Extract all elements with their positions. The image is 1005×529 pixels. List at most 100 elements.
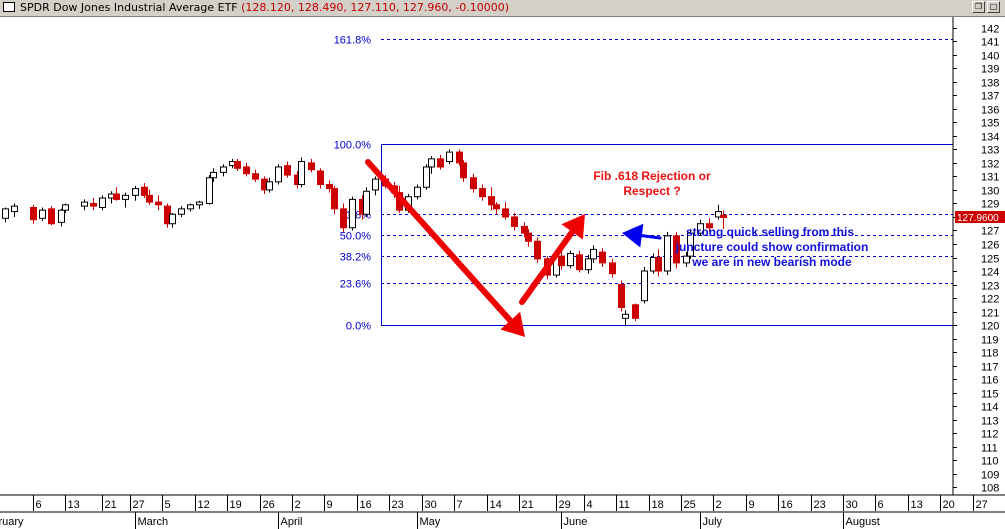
x-tick-label: 5 — [165, 499, 171, 511]
y-tick-label: 127 — [981, 226, 999, 238]
candle-body — [266, 181, 273, 191]
y-tick-label: 126 — [981, 240, 999, 252]
candle-body — [479, 188, 486, 198]
x-tick-label: 21 — [522, 499, 534, 511]
fib-label: 0.0% — [346, 321, 371, 333]
x-tick-label: 26 — [263, 499, 275, 511]
candle-body — [488, 196, 495, 206]
candle-body — [196, 201, 203, 206]
candle-body — [437, 158, 444, 168]
y-tick-label: 138 — [981, 78, 999, 90]
candle-body — [132, 188, 139, 196]
candle-body — [206, 177, 213, 204]
candle-body — [243, 166, 250, 175]
candle-body — [317, 170, 324, 186]
candle-body — [62, 204, 69, 211]
x-tick-label: 20 — [943, 499, 955, 511]
x-tick-label: 18 — [652, 499, 664, 511]
y-tick-label: 118 — [981, 348, 999, 360]
candle-body — [58, 209, 65, 223]
x-tick-label: 2 — [716, 499, 722, 511]
candle-body — [720, 214, 727, 218]
fib-label: 100.0% — [334, 140, 372, 152]
x-tick-label: 6 — [36, 499, 42, 511]
y-tick-label: 131 — [981, 172, 999, 184]
price-chart[interactable]: 161.8%100.0%61.8%50.0%38.2%23.6%0.0% 108… — [0, 17, 1005, 529]
x-tick-label: 7 — [457, 499, 463, 511]
month-label: July — [703, 516, 723, 528]
x-tick-label: 29 — [559, 499, 571, 511]
candle-body — [90, 202, 97, 207]
fib-label: 161.8% — [334, 35, 372, 47]
candle-body — [511, 216, 518, 227]
y-tick-label: 112 — [981, 429, 999, 441]
candle-body — [493, 204, 500, 210]
x-tick-label: 21 — [105, 499, 117, 511]
candle-body — [349, 198, 356, 229]
y-tick-label: 139 — [981, 64, 999, 76]
x-tick-label: 12 — [198, 499, 210, 511]
candle-body — [683, 255, 690, 264]
y-tick-label: 108 — [981, 483, 999, 495]
restore-button[interactable]: ❐ — [972, 1, 985, 13]
candle-body — [590, 248, 597, 260]
x-tick-label: 23 — [392, 499, 404, 511]
x-tick-label: 16 — [781, 499, 793, 511]
candle-body — [99, 197, 106, 208]
candle-body — [275, 166, 282, 183]
candle-body — [210, 171, 217, 179]
candle-body — [576, 254, 583, 271]
annotation-text: Fib .618 Rejection or — [593, 169, 711, 183]
y-tick-label: 123 — [981, 281, 999, 293]
last-price-label: 127.9600 — [957, 213, 999, 224]
blue-left-arrow-shaft — [640, 234, 662, 240]
red-up-arrow-head — [561, 214, 585, 240]
candle-body — [372, 178, 379, 191]
x-tick-label: 19 — [230, 499, 242, 511]
y-tick-label: 134 — [981, 132, 999, 144]
y-tick-label: 141 — [981, 37, 999, 49]
candle-body — [655, 257, 662, 272]
x-tick-label: 13 — [911, 499, 923, 511]
candle-body — [169, 213, 176, 225]
window-title: SPDR Dow Jones Industrial Average ETF (1… — [20, 1, 509, 14]
candle-body — [664, 235, 671, 272]
candle-body — [220, 166, 227, 173]
maximize-button[interactable]: □ — [987, 1, 1000, 13]
x-tick-label: 23 — [814, 499, 826, 511]
candle-body — [122, 194, 129, 200]
candle-body — [456, 151, 463, 164]
y-tick-label: 111 — [981, 443, 998, 455]
month-label: June — [564, 516, 588, 528]
candle-body — [632, 304, 639, 319]
annotation-text: Respect ? — [623, 184, 680, 198]
x-tick-label: 11 — [619, 499, 630, 511]
candle-body — [558, 255, 565, 267]
y-tick-label: 109 — [981, 470, 999, 482]
candle-body — [178, 208, 185, 215]
candle-body — [697, 223, 704, 234]
x-tick-label: 30 — [425, 499, 437, 511]
candle-body — [326, 184, 333, 190]
candle-body — [525, 232, 532, 242]
x-tick-label: 16 — [360, 499, 372, 511]
x-tick-label: 9 — [327, 499, 333, 511]
window-title-name: SPDR Dow Jones Industrial Average ETF — [20, 1, 238, 14]
candle-body — [599, 251, 606, 264]
title-bar: SPDR Dow Jones Industrial Average ETF (1… — [0, 0, 1005, 17]
candle-body — [187, 204, 194, 210]
candle-body — [30, 206, 37, 221]
y-tick-label: 114 — [981, 402, 999, 414]
y-tick-label: 142 — [981, 24, 999, 36]
candle-body — [81, 201, 88, 207]
y-tick-label: 110 — [981, 456, 999, 468]
candle-body — [715, 211, 722, 218]
window-title-values: (128.120, 128.490, 127.110, 127.960, -0.… — [241, 1, 510, 14]
candle-body — [155, 201, 162, 206]
candle-body — [298, 161, 305, 186]
y-tick-label: 135 — [981, 118, 999, 130]
x-tick-label: 27 — [133, 499, 145, 511]
fib-label: 50.0% — [340, 231, 371, 243]
x-axis: 6 13 21 27 5 12 19 26 2 9 16 23 30 7 14 21 29 4 11 18 25 2 9 16… — [0, 494, 1005, 529]
